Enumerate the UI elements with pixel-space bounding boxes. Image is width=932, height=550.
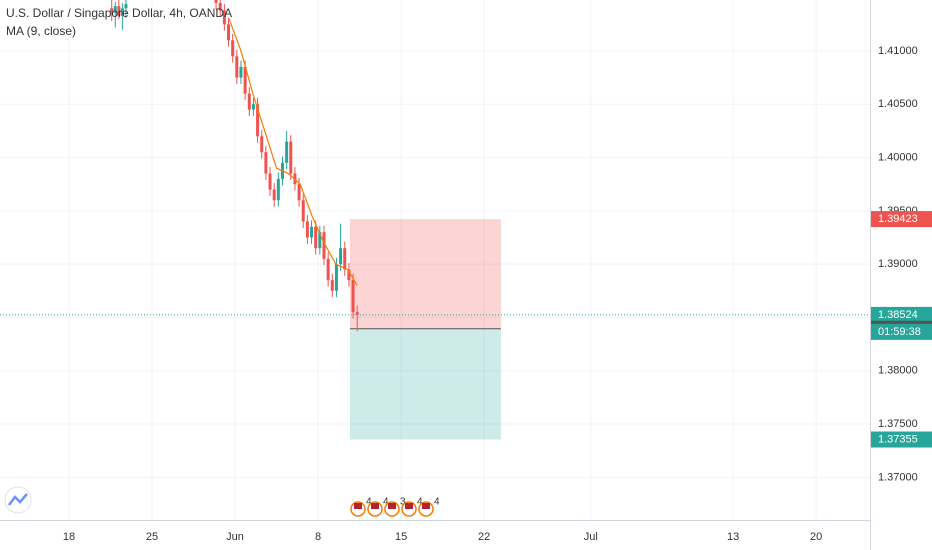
candle-body [110,8,114,13]
candle-body [247,93,251,110]
event-flag [405,503,413,509]
candle-body [264,152,268,174]
price-label-bg [871,211,932,228]
indicator-label: MA (9, close) [6,24,76,38]
chart-title: U.S. Dollar / Singapore Dollar, 4h, OAND… [6,6,232,20]
event-flag [388,503,396,509]
candle-body [231,40,235,57]
candle-body [322,232,326,259]
candle-body [326,258,330,281]
x-tick-label: 20 [810,531,822,543]
y-tick-label: 1.40000 [878,151,918,163]
candle-body [117,6,121,16]
event-count: 4 [434,497,440,508]
candle-body [343,248,347,270]
candle-body [251,104,255,110]
x-tick-label: 8 [315,531,321,543]
candle-body [330,280,334,291]
x-tick-label: Jul [584,531,598,543]
candle-body [351,280,355,313]
price-label: 1.38524 [878,309,918,321]
y-tick-label: 1.39000 [878,258,918,270]
x-tick-label: 25 [146,531,158,543]
candle-body [355,312,359,315]
candle-body [227,24,231,41]
candle-body [222,10,226,25]
logo[interactable] [4,486,32,514]
event-flag [422,503,430,509]
candle-body [120,8,124,16]
countdown: 01:59:38 [878,326,921,338]
price-label-bg [871,431,932,448]
candle-body [339,248,343,265]
candle-body [289,141,293,174]
candle-body [285,141,289,163]
y-tick-label: 1.37500 [878,418,918,430]
price-label-bg [871,306,932,323]
candle-body [214,0,218,3]
candle-body [297,184,301,201]
candle-body [314,226,318,249]
candle-body [318,232,322,249]
candle-body [268,173,272,190]
candle-body [310,226,314,238]
candle-body [243,66,247,94]
candle-body [305,221,309,238]
candle-body [334,264,338,291]
event-count: 4 [417,497,423,508]
event-count: 4 [366,497,372,508]
x-tick-label: 15 [395,531,407,543]
price-label: 1.39423 [878,213,918,225]
event-count: 3 [400,497,406,508]
candle-body [347,269,351,281]
event-flag [371,503,379,509]
candle-body [301,200,305,222]
x-tick-label: 13 [727,531,739,543]
event-count: 4 [383,497,389,508]
moving-average [228,18,358,286]
x-tick-label: 18 [63,531,75,543]
stop-zone [349,219,501,329]
event-flag [354,503,362,509]
target-zone [349,328,501,440]
x-tick-label: Jun [226,531,244,543]
candle-body [124,4,128,9]
y-tick-label: 1.41000 [878,45,918,57]
candle-body [235,56,239,78]
candle-body [239,66,243,78]
candle-body [276,178,280,201]
candle-body [113,6,117,13]
x-tick-label: 22 [478,531,490,543]
price-label: 1.37355 [878,433,918,445]
candle-body [256,104,260,137]
y-tick-label: 1.40500 [878,98,918,110]
candle-body [272,189,276,201]
countdown-bg [871,323,932,340]
y-tick-label: 1.38000 [878,365,918,377]
candle-body [218,2,222,11]
candle-body [260,136,264,153]
y-tick-label: 1.37000 [878,471,918,483]
